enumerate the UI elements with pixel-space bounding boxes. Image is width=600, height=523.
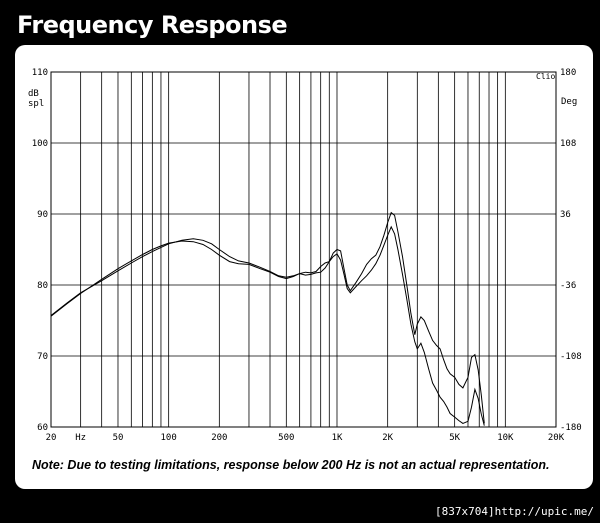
series-line-1 bbox=[50, 225, 485, 426]
x-tick-label: Hz bbox=[75, 433, 86, 443]
x-tick-label: 1K bbox=[332, 433, 343, 443]
y-axis-label-right: Deg bbox=[561, 97, 577, 107]
y-tick-label-left: 80 bbox=[37, 281, 48, 291]
y-tick-label-right: -108 bbox=[560, 352, 582, 362]
y-tick-label-right: -36 bbox=[560, 281, 576, 291]
x-tick-label: 5K bbox=[449, 433, 460, 443]
grid bbox=[50, 71, 557, 428]
y-tick-label-right: 108 bbox=[560, 139, 576, 149]
y-tick-label-right: 180 bbox=[560, 68, 576, 78]
x-tick-label: 500 bbox=[278, 433, 294, 443]
y-tick-label-left: 70 bbox=[37, 352, 48, 362]
tick-labels: 20 Hz 50 100 200 500 1K 2K 5K 10K 20K 60 70 80 90 100 11… bbox=[32, 68, 582, 443]
y-tick-label-right: -180 bbox=[560, 423, 582, 433]
y-tick-label-left: 100 bbox=[32, 139, 48, 149]
x-tick-label: 20 bbox=[46, 433, 57, 443]
footnote: Note: Due to testing limitations, respon… bbox=[32, 458, 550, 472]
chart-panel bbox=[15, 45, 593, 489]
x-tick-label: 2K bbox=[382, 433, 393, 443]
y-tick-label-right: 36 bbox=[560, 210, 571, 220]
corner-label: Clio bbox=[536, 72, 555, 81]
y-axis-label-left: dB spl bbox=[28, 89, 44, 109]
plot-border bbox=[50, 71, 557, 428]
series-line-2 bbox=[50, 211, 485, 424]
x-tick-label: 100 bbox=[161, 433, 177, 443]
y-tick-label-left: 60 bbox=[37, 423, 48, 433]
x-tick-label: 50 bbox=[113, 433, 124, 443]
x-tick-label: 10K bbox=[497, 433, 514, 443]
series-lines bbox=[50, 211, 485, 426]
footer-caption: [837x704]http://upic.me/ bbox=[435, 505, 594, 518]
y-tick-label-left: 90 bbox=[37, 210, 48, 220]
x-tick-label: 20K bbox=[548, 433, 565, 443]
chart-title: Frequency Response bbox=[17, 11, 288, 39]
x-tick-label: 200 bbox=[211, 433, 227, 443]
y-tick-label-left: 110 bbox=[32, 68, 48, 78]
